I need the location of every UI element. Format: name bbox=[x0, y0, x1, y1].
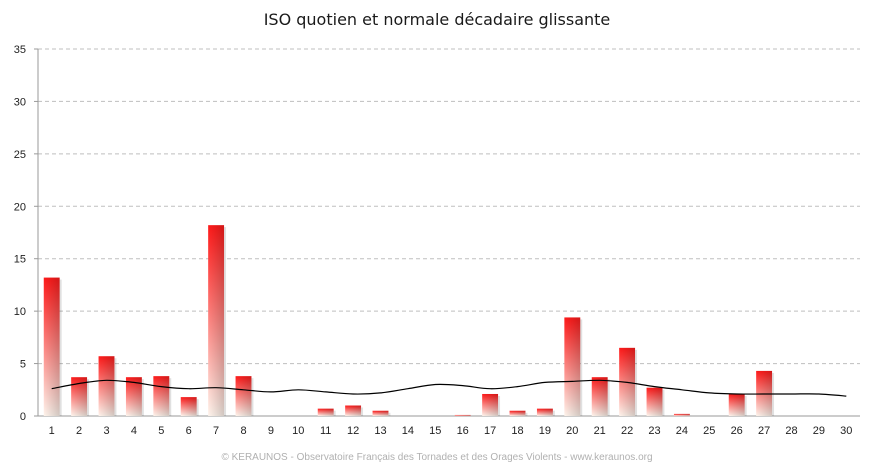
x-tick-label: 26 bbox=[731, 425, 743, 437]
bar-shade bbox=[591, 377, 608, 416]
y-tick-label: 5 bbox=[20, 359, 26, 371]
x-tick-label: 28 bbox=[785, 425, 797, 437]
x-tick-label: 19 bbox=[539, 425, 551, 437]
x-tick-label: 11 bbox=[320, 425, 331, 437]
bar-shade bbox=[71, 377, 88, 416]
x-tick-label: 4 bbox=[131, 425, 137, 437]
chart-title: ISO quotien et normale décadaire glissan… bbox=[263, 10, 611, 29]
x-tick-label: 27 bbox=[758, 425, 770, 437]
x-tick-label: 29 bbox=[813, 425, 825, 437]
bar-shade bbox=[43, 277, 60, 416]
bar-shade bbox=[345, 405, 362, 416]
bar-shade bbox=[180, 397, 197, 416]
y-tick-label: 10 bbox=[14, 306, 26, 318]
bar-shade bbox=[235, 376, 252, 416]
bar-shade bbox=[98, 356, 115, 416]
grid-lines bbox=[38, 48, 860, 365]
x-tick-label: 22 bbox=[621, 425, 633, 437]
y-tick-label: 30 bbox=[14, 96, 26, 108]
bar-shade bbox=[564, 317, 581, 416]
bar-shade bbox=[454, 414, 471, 416]
x-tick-label: 9 bbox=[268, 425, 274, 437]
x-tick-label: 15 bbox=[429, 425, 441, 437]
bar-shade bbox=[153, 376, 170, 416]
x-tick-label: 18 bbox=[511, 425, 523, 437]
x-tick-label: 25 bbox=[703, 425, 715, 437]
footer-credit: © KERAUNOS - Observatoire Français des T… bbox=[221, 452, 653, 463]
bar-shade bbox=[482, 393, 499, 416]
x-tick-label: 1 bbox=[49, 425, 55, 437]
bar-shade bbox=[509, 410, 526, 416]
x-tick-label: 10 bbox=[292, 425, 304, 437]
x-tick-label: 2 bbox=[76, 425, 82, 437]
x-tick-label: 8 bbox=[240, 425, 246, 437]
x-tick-labels: 1 2 3 4 5 6 7 8 9 10 11 12 13 14 15 16 17 18 19 20 21 22 23 24 2… bbox=[49, 425, 853, 437]
x-tick-label: 21 bbox=[594, 425, 606, 437]
bar-shade bbox=[646, 387, 663, 416]
bar-shade bbox=[125, 377, 142, 416]
x-tick-label: 30 bbox=[840, 425, 852, 437]
normal-line bbox=[51, 379, 847, 397]
x-tick-label: 24 bbox=[676, 425, 688, 437]
bar-shade bbox=[372, 410, 389, 416]
x-tick-label: 6 bbox=[186, 425, 192, 437]
bar-shade bbox=[317, 408, 334, 416]
y-tick-label: 35 bbox=[14, 44, 26, 56]
x-tick-label: 14 bbox=[402, 425, 414, 437]
bar-shade bbox=[728, 393, 745, 416]
x-tick-label: 12 bbox=[347, 425, 359, 437]
bar-shade bbox=[208, 225, 225, 416]
x-tick-label: 13 bbox=[374, 425, 386, 437]
bar-shade bbox=[673, 413, 690, 416]
axes bbox=[34, 48, 860, 417]
y-tick-label: 20 bbox=[14, 201, 26, 213]
x-tick-label: 17 bbox=[484, 425, 496, 437]
bar-shade bbox=[536, 408, 553, 416]
x-tick-label: 16 bbox=[457, 425, 469, 437]
y-tick-label: 15 bbox=[14, 254, 26, 266]
x-tick-label: 7 bbox=[213, 425, 219, 437]
normal-line-path bbox=[51, 379, 847, 397]
x-tick-label: 23 bbox=[648, 425, 660, 437]
x-tick-label: 3 bbox=[103, 425, 109, 437]
y-tick-label: 25 bbox=[14, 149, 26, 161]
y-tick-label: 0 bbox=[20, 411, 26, 423]
x-tick-label: 5 bbox=[158, 425, 164, 437]
y-tick-labels: 0 5 10 15 20 25 30 35 bbox=[14, 44, 26, 423]
x-tick-label: 20 bbox=[566, 425, 578, 437]
